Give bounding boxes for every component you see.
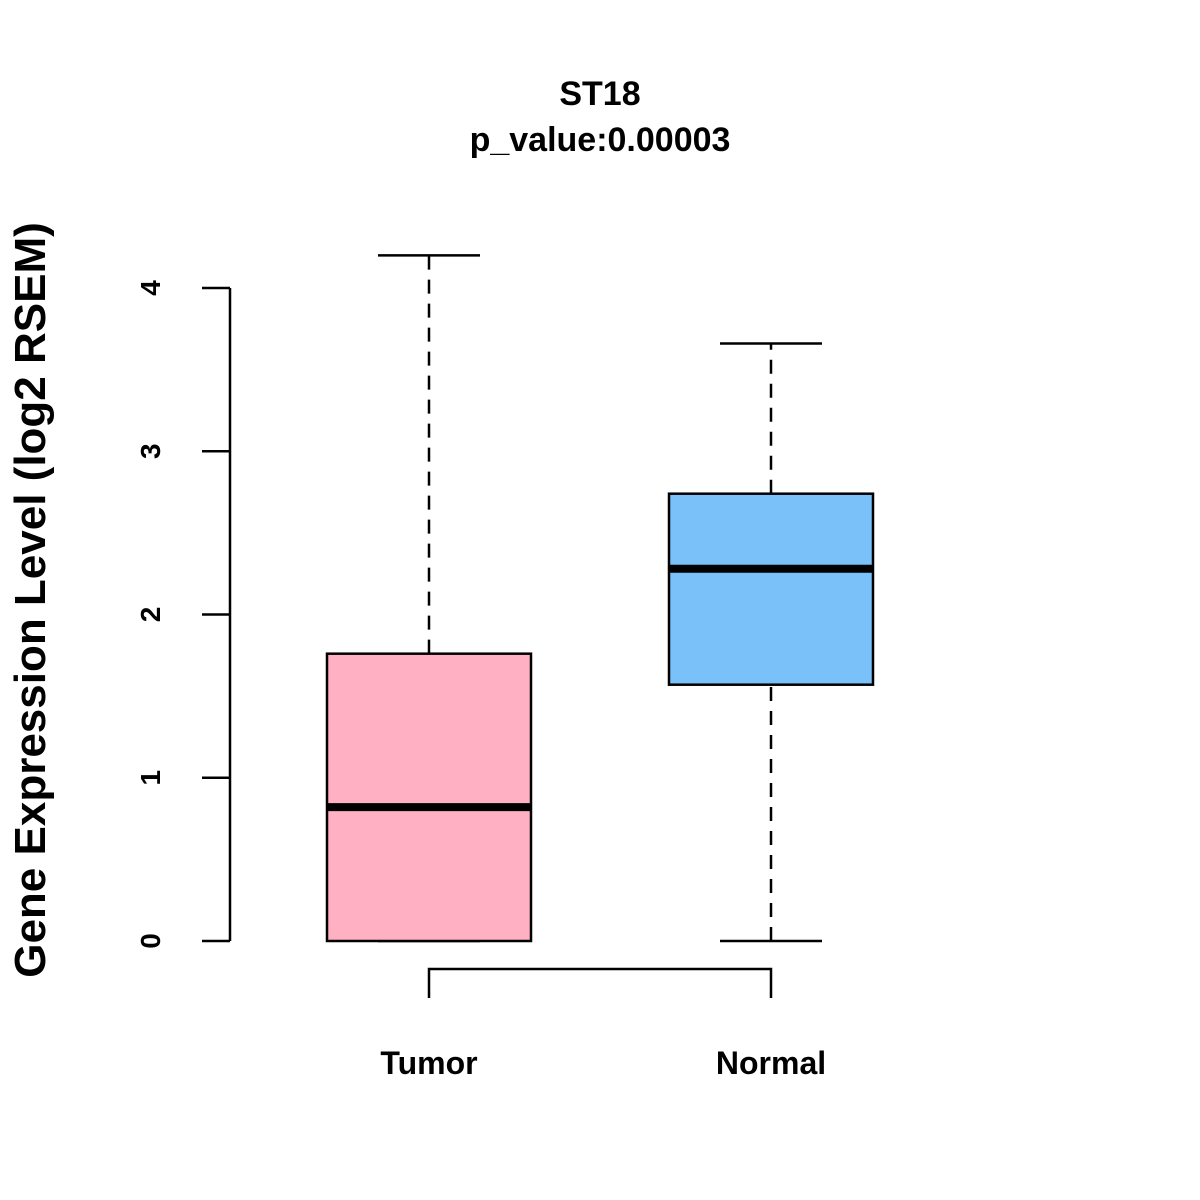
bracket-line bbox=[427, 967, 773, 998]
chart-title: ST18 bbox=[559, 75, 640, 113]
iqr-box bbox=[667, 492, 875, 686]
box-normal bbox=[667, 342, 875, 943]
y-tick-label: 0 bbox=[135, 933, 166, 949]
category-labels: Tumor Normal bbox=[380, 1045, 826, 1081]
y-tick-label: 3 bbox=[135, 443, 166, 459]
iqr-box bbox=[325, 652, 533, 943]
y-tick-label: 1 bbox=[135, 770, 166, 786]
y-tick-label: 4 bbox=[135, 280, 166, 296]
y-axis-label: Gene Expression Level (log2 RSEM) bbox=[6, 222, 55, 978]
comparison-bracket bbox=[427, 967, 773, 998]
category-label-tumor: Tumor bbox=[380, 1045, 477, 1081]
box-tumor bbox=[325, 254, 533, 943]
y-axis: 0 1 2 3 4 bbox=[135, 280, 232, 949]
category-label-normal: Normal bbox=[716, 1045, 826, 1081]
chart-subtitle: p_value:0.00003 bbox=[470, 121, 731, 159]
y-tick-label: 2 bbox=[135, 607, 166, 623]
boxes-layer bbox=[325, 254, 875, 943]
